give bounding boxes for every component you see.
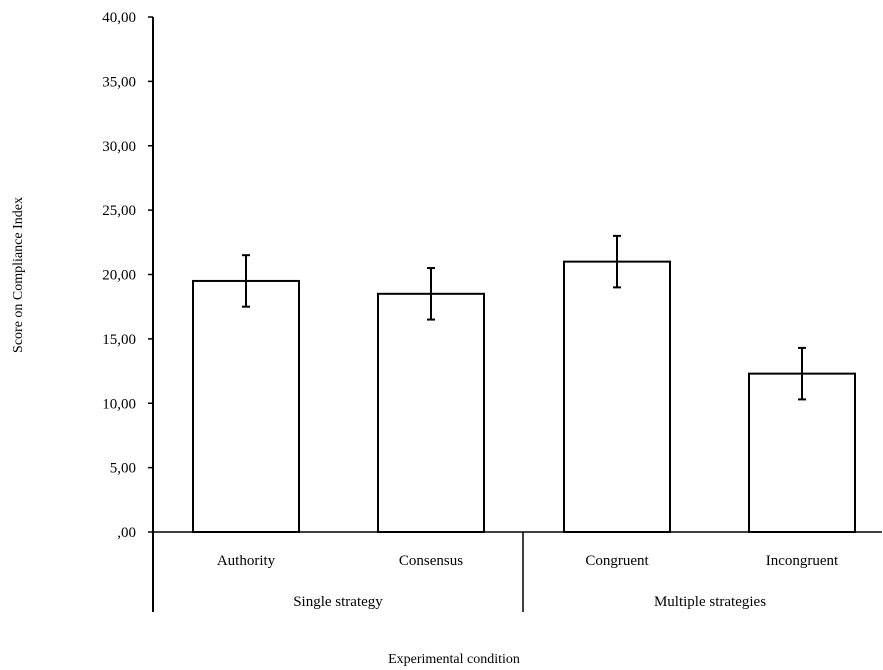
x-group-label: Single strategy — [293, 594, 383, 610]
y-tick-label: 20,00 — [102, 268, 136, 284]
y-tick-label: 5,00 — [110, 461, 136, 477]
y-tick-label: 40,00 — [102, 10, 136, 26]
bar-authority — [192, 279, 300, 533]
x-axis-title: Experimental condition — [388, 652, 520, 667]
x-category-label: Consensus — [399, 553, 463, 569]
y-tick-label: ,00 — [117, 525, 136, 541]
x-group-label: Multiple strategies — [654, 594, 766, 610]
x-category-label: Authority — [217, 553, 276, 569]
bar-congruent — [563, 260, 671, 533]
y-tick-label: 15,00 — [102, 332, 136, 348]
bar-consensus — [377, 292, 485, 533]
y-tick-label: 35,00 — [102, 74, 136, 90]
y-tick-label: 30,00 — [102, 139, 136, 155]
x-category-label: Congruent — [585, 553, 649, 569]
plot-area: ,00 5,00 10,00 15,00 20,00 25,00 30,00 35,00 40,… — [102, 10, 882, 612]
x-category-label: Incongruent — [766, 553, 839, 569]
y-tick-label: 10,00 — [102, 396, 136, 412]
y-axis-title: Score on Compliance Index — [11, 197, 26, 353]
y-tick-label: 25,00 — [102, 203, 136, 219]
